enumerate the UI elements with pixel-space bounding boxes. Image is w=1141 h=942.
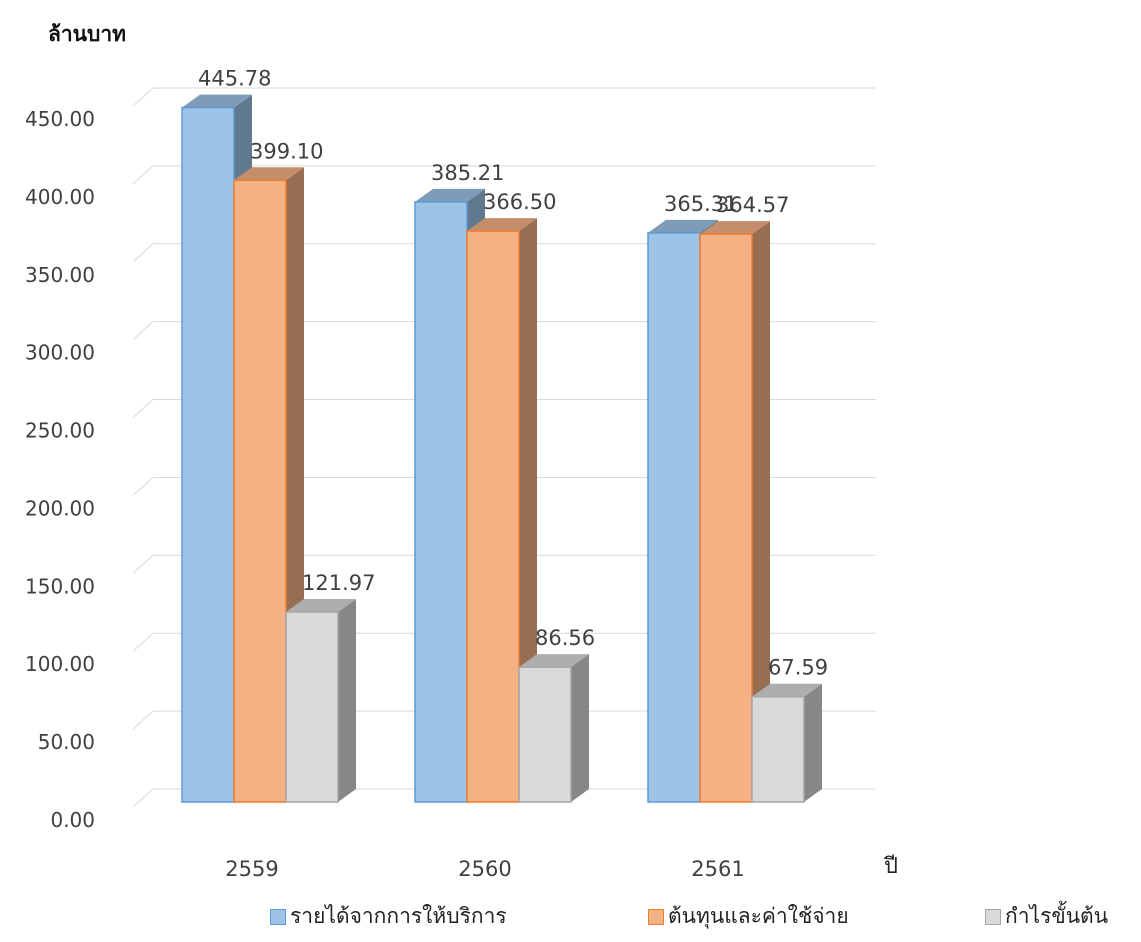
- gridline-diagonal: [132, 632, 154, 652]
- bar-2561-series-1: [699, 221, 770, 803]
- bar-face: [518, 666, 572, 803]
- bar-2560-series-2: [518, 654, 589, 803]
- bar-side: [752, 221, 770, 803]
- data-label: 399.10: [250, 139, 323, 163]
- legend-item-cost: ต้นทุนและค่าใช้จ่าย: [648, 900, 849, 933]
- bar-top: [286, 598, 356, 612]
- legend-label-cost: ต้นทุนและค่าใช้จ่าย: [668, 904, 849, 928]
- bar-top: [700, 221, 770, 235]
- bar-side: [571, 654, 589, 802]
- y-axis-title: ล้านบาท: [48, 22, 126, 46]
- bar-face: [751, 695, 805, 803]
- y-tick-label: 250.00: [25, 419, 95, 443]
- bar-face: [285, 611, 339, 803]
- data-label: 365.31: [664, 192, 737, 216]
- legend-item-revenue: รายได้จากการให้บริการ: [270, 900, 507, 933]
- data-label: 445.78: [198, 67, 271, 91]
- bar-top: [182, 94, 252, 108]
- legend: รายได้จากการให้บริการ ต้นทุนและค่าใช้จ่า…: [0, 900, 1141, 940]
- legend-swatch-cost: [648, 908, 664, 925]
- y-axis-ticks: 0.00 50.00 100.00 150.00 200.00 250.00 300.00 3…: [25, 107, 95, 832]
- y-tick-label: 0.00: [50, 808, 95, 832]
- bar-2561-series-2: [751, 683, 822, 803]
- bar-face: [699, 233, 753, 803]
- bar-face: [647, 232, 701, 803]
- y-tick-label: 400.00: [25, 185, 95, 209]
- gridline-diagonal: [132, 165, 154, 185]
- bar-side: [338, 598, 356, 802]
- y-tick-label: 50.00: [38, 730, 95, 754]
- y-tick-label: 350.00: [25, 263, 95, 287]
- y-tick-label: 100.00: [25, 652, 95, 676]
- x-axis-title: ปี: [884, 854, 898, 879]
- y-tick-label: 150.00: [25, 574, 95, 598]
- bar-side: [804, 683, 822, 802]
- legend-item-gross-profit: กำไรขั้นต้น: [985, 900, 1108, 933]
- bars: [181, 94, 822, 803]
- bar-top: [648, 219, 718, 233]
- x-tick-label: 2559: [225, 857, 278, 881]
- legend-swatch-revenue: [270, 908, 286, 925]
- bar-top: [519, 654, 589, 668]
- gridline-diagonal: [132, 477, 154, 496]
- data-label: 366.50: [483, 190, 556, 214]
- data-label: 121.97: [302, 571, 375, 595]
- legend-swatch-gross-profit: [985, 908, 1001, 925]
- gridline-diagonal: [132, 399, 154, 418]
- legend-label-gross-profit: กำไรขั้นต้น: [1005, 904, 1109, 928]
- bar-side: [519, 218, 537, 802]
- bar-top: [415, 188, 485, 202]
- data-label: 86.56: [535, 626, 595, 650]
- bar-2559-series-2: [285, 598, 356, 803]
- y-tick-label: 200.00: [25, 496, 95, 520]
- bar-top: [234, 167, 304, 181]
- y-tick-label: 300.00: [25, 341, 95, 365]
- x-tick-label: 2560: [458, 857, 511, 881]
- gridline-diagonal: [132, 710, 154, 730]
- bar-face: [414, 201, 468, 803]
- bar-face: [233, 179, 287, 803]
- y-tick-label: 450.00: [25, 107, 95, 131]
- gridline-diagonal: [132, 321, 154, 341]
- legend-label-revenue: รายได้จากการให้บริการ: [290, 904, 507, 928]
- gridline-diagonal: [132, 87, 154, 107]
- gridline-diagonal: [132, 788, 154, 808]
- bar-face: [466, 230, 520, 803]
- data-label: 385.21: [431, 161, 504, 185]
- x-axis-ticks: 2559 2560 2561: [225, 857, 744, 881]
- bar-top: [467, 218, 537, 232]
- data-labels: 445.78 399.10 121.97 385.21 366.50 86.56 365.3…: [198, 67, 828, 680]
- bar-face: [181, 106, 235, 803]
- x-tick-label: 2561: [691, 857, 744, 881]
- gridline-diagonal: [132, 243, 154, 263]
- gridline-diagonal: [132, 554, 154, 574]
- bar-2560-series-1: [466, 218, 537, 803]
- bar-top: [752, 683, 822, 697]
- data-label: 67.59: [768, 656, 828, 680]
- data-label: 364.57: [716, 193, 789, 217]
